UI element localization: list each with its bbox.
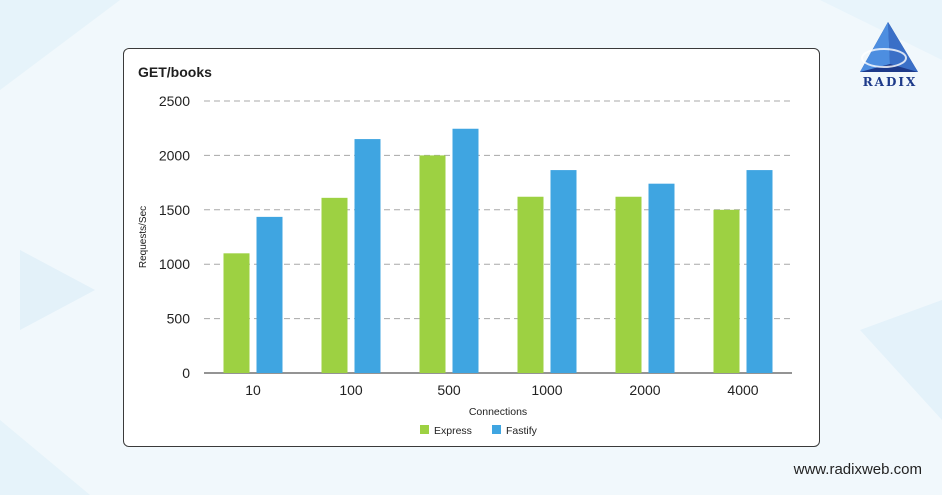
legend-swatch-fastify xyxy=(492,425,501,434)
y-tick-label: 2000 xyxy=(159,147,190,163)
bar-express xyxy=(223,253,250,373)
y-tick-label: 2500 xyxy=(159,93,190,109)
bar-express xyxy=(419,155,446,373)
bar-express xyxy=(517,196,544,373)
x-tick-label: 500 xyxy=(437,382,461,398)
y-tick-label: 1000 xyxy=(159,256,190,272)
brand-logo-text: RADIX xyxy=(862,75,918,89)
bar-express xyxy=(321,197,348,373)
bar-fastify xyxy=(648,183,675,373)
legend-swatch-express xyxy=(420,425,429,434)
x-axis-label: Connections xyxy=(469,406,527,418)
chart-card: GET/books 0 500 1000 1500 2000 2500 10 100 500 10… xyxy=(123,48,820,447)
legend-label: Express xyxy=(434,425,472,437)
bar-express xyxy=(615,196,642,373)
y-axis-label: Requests/Sec xyxy=(138,206,149,268)
x-tick-label: 100 xyxy=(339,382,363,398)
legend-label: Fastify xyxy=(506,425,538,437)
y-tick-label: 1500 xyxy=(159,202,190,218)
bar-fastify xyxy=(746,170,773,373)
bar-fastify xyxy=(354,139,381,373)
x-tick-label: 4000 xyxy=(727,382,758,398)
bar-fastify xyxy=(452,128,479,373)
bar-fastify xyxy=(550,170,577,373)
radix-logo-icon xyxy=(860,22,918,72)
x-tick-label: 1000 xyxy=(531,382,562,398)
x-tick-label: 10 xyxy=(245,382,261,398)
y-tick-label: 500 xyxy=(167,311,191,327)
bar-express xyxy=(713,209,740,373)
chart-title: GET/books xyxy=(138,64,212,80)
website-url: www.radixweb.com xyxy=(793,461,922,478)
bar-fastify xyxy=(256,216,283,373)
bar-chart: 0 500 1000 1500 2000 2500 10 100 500 1000 2000 4000… xyxy=(138,93,792,437)
x-tick-label: 2000 xyxy=(629,382,660,398)
y-tick-label: 0 xyxy=(182,365,190,381)
